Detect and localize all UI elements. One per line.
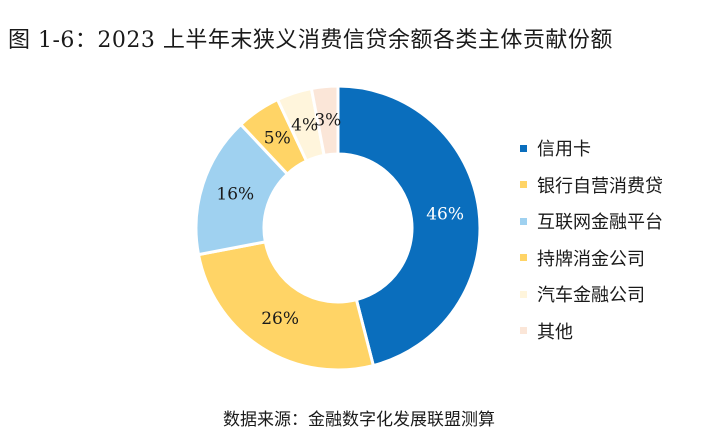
data-label-4: 5% [264, 129, 291, 149]
legend-item-4: 持牌消金公司 [520, 240, 663, 277]
data-label-2: 26% [261, 309, 299, 329]
legend-item-1: 信用卡 [520, 130, 663, 167]
legend-item-5: 汽车金融公司 [520, 276, 663, 313]
legend-swatch [520, 254, 527, 262]
legend-label: 持牌消金公司 [537, 248, 645, 270]
donut-slices [194, 84, 482, 372]
legend-label: 其他 [537, 321, 573, 343]
legend-swatch [520, 181, 527, 189]
legend-item-3: 互联网金融平台 [520, 203, 663, 240]
legend-swatch [520, 217, 527, 225]
donut-slice-6 [309, 84, 340, 158]
legend-swatch [520, 327, 527, 335]
legend-swatch [520, 144, 527, 152]
donut-data-labels: 46% 26% 16% 5%4%3% [216, 110, 464, 329]
chart-title: 图 1-6：2023 上半年末狭义消费信贷余额各类主体贡献份额 [8, 28, 613, 53]
legend-label: 汽车金融公司 [537, 285, 645, 307]
data-label-1: 46% [426, 204, 464, 224]
legend-label: 银行自营消费贷 [537, 175, 663, 197]
data-label-5: 4% [291, 115, 318, 135]
data-source-note: 数据来源：金融数字化发展联盟测算 [223, 410, 495, 430]
chart-legend: 信用卡银行自营消费贷 互联网金融平台 持牌消金公司 汽车金融公司 其他 [520, 130, 663, 349]
data-label-6: 3% [314, 110, 341, 130]
legend-item-6: 其他 [520, 313, 663, 350]
donut-slice-2 [196, 240, 376, 372]
legend-item-2: 银行自营消费贷 [520, 167, 663, 204]
legend-label: 信用卡 [537, 139, 591, 161]
legend-swatch [520, 290, 527, 298]
data-label-3: 16% [216, 185, 254, 205]
legend-label: 互联网金融平台 [537, 212, 663, 234]
donut-slice-1 [336, 84, 482, 368]
